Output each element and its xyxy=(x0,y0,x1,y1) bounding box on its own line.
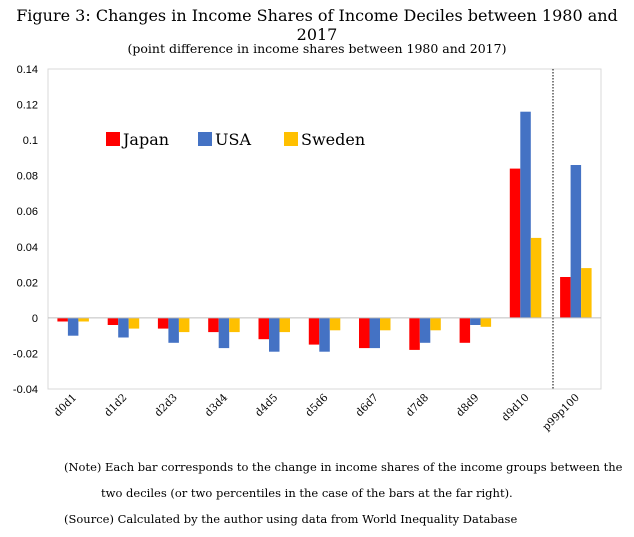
bar-sweden-d8d9 xyxy=(480,317,492,327)
y-axis: -0.04 -0.02 0 0.02 0.04 0.06 0.08 0.1 0.12 0.14 xyxy=(13,64,38,396)
chart-title: Figure 3: Changes in Income Shares of In… xyxy=(16,6,618,44)
bar-sweden-d0d1 xyxy=(78,317,89,322)
bar-japan-d2d3 xyxy=(157,317,169,329)
x-axis: d0d1 d1d2 d2d3 d3d4 d4d5 d5d6 d6d7 d7d8 d8d9 d9d1… xyxy=(52,391,582,433)
bar-japan-d9d10 xyxy=(509,168,521,318)
bar-japan-p99p100 xyxy=(560,277,571,318)
bar-usa-d2d3 xyxy=(168,317,179,343)
y-tick-label: -0.04 xyxy=(13,384,38,396)
bar-usa-d4d5 xyxy=(269,317,280,352)
bar-sweden-d2d3 xyxy=(178,317,190,333)
bar-sweden-d3d4 xyxy=(229,317,240,333)
legend-swatch-sweden xyxy=(284,132,298,146)
bar-japan-d1d2 xyxy=(107,317,119,325)
legend-swatch-japan xyxy=(106,132,120,146)
bar-usa-p99p100 xyxy=(570,165,582,318)
y-tick-label: 0.06 xyxy=(17,206,38,218)
bar-chart: -0.04 -0.02 0 0.02 0.04 0.06 0.08 0.1 0.12 0.14 d… xyxy=(13,64,602,433)
bar-usa-d7d8 xyxy=(419,317,431,343)
x-tick-label: d0d1 xyxy=(52,392,79,419)
legend-label-sweden: Sweden xyxy=(301,130,365,149)
chart-subtitle: (point difference in income shares betwe… xyxy=(127,41,507,56)
bar-japan-d6d7 xyxy=(359,317,370,349)
x-tick-label: d7d8 xyxy=(404,392,431,419)
bar-japan-d8d9 xyxy=(459,317,471,343)
x-tick-label: d4d5 xyxy=(253,392,280,419)
y-tick-label: 0.08 xyxy=(17,171,38,183)
x-tick-label: d1d2 xyxy=(102,392,129,419)
bar-japan-d0d1 xyxy=(57,317,68,322)
x-tick-label: d6d7 xyxy=(353,392,380,419)
bar-usa-d8d9 xyxy=(470,317,481,325)
bar-usa-d6d7 xyxy=(369,317,380,349)
bar-usa-d3d4 xyxy=(218,317,230,349)
bar-sweden-d9d10 xyxy=(530,237,542,318)
x-tick-label: d3d4 xyxy=(203,391,231,419)
x-tick-label: d8d9 xyxy=(454,392,481,419)
y-tick-label: -0.02 xyxy=(13,348,38,360)
y-tick-label: 0.12 xyxy=(17,100,38,112)
bar-usa-d9d10 xyxy=(520,111,531,318)
x-tick-label: p99p100 xyxy=(540,392,582,434)
x-tick-label: d2d3 xyxy=(152,392,179,419)
bar-japan-d4d5 xyxy=(258,317,269,340)
source-line: (Source) Calculated by the author using … xyxy=(64,512,518,526)
y-tick-label: 0.14 xyxy=(17,64,38,76)
plot-area-frame xyxy=(47,68,602,390)
bar-sweden-p99p100 xyxy=(581,268,592,318)
bars xyxy=(57,111,592,352)
y-tick-label: 0 xyxy=(32,313,38,325)
y-tick-label: 0.04 xyxy=(17,242,38,254)
bar-japan-d7d8 xyxy=(409,317,420,350)
bar-sweden-d1d2 xyxy=(128,317,140,329)
bar-sweden-d5d6 xyxy=(329,317,341,331)
bar-sweden-d7d8 xyxy=(430,317,441,331)
bar-japan-d3d4 xyxy=(208,317,219,333)
bar-sweden-d4d5 xyxy=(279,317,290,333)
legend: Japan USA Sweden xyxy=(106,130,365,149)
bar-usa-d5d6 xyxy=(319,317,330,352)
note-line-2: two deciles (or two percentiles in the c… xyxy=(101,486,513,500)
legend-label-usa: USA xyxy=(215,130,251,149)
bar-usa-d0d1 xyxy=(67,317,79,336)
bar-usa-d1d2 xyxy=(118,317,129,338)
y-tick-label: 0.1 xyxy=(23,135,38,147)
bar-sweden-d6d7 xyxy=(380,317,391,331)
bar-japan-d5d6 xyxy=(308,317,320,345)
x-tick-label: d5d6 xyxy=(303,391,331,419)
legend-label-japan: Japan xyxy=(121,130,169,149)
x-tick-label: d9d10 xyxy=(500,392,532,424)
y-tick-label: 0.02 xyxy=(17,277,38,289)
note-line-1: (Note) Each bar corresponds to the chang… xyxy=(64,460,623,474)
legend-swatch-usa xyxy=(198,132,212,146)
